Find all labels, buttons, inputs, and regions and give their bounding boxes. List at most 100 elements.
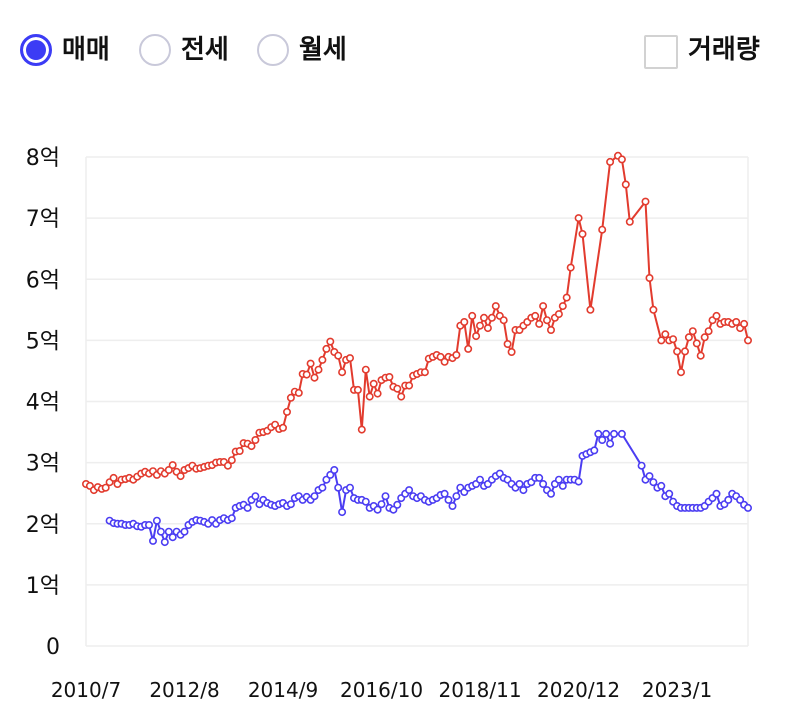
- data-point: [460, 487, 469, 496]
- data-point: [416, 492, 425, 501]
- data-point: [286, 393, 295, 402]
- data-point: [247, 442, 256, 451]
- data-point: [732, 317, 741, 326]
- radio-label-jeonse[interactable]: 전세: [181, 35, 229, 65]
- data-point: [397, 392, 406, 401]
- data-point: [440, 357, 449, 366]
- data-point: [475, 475, 484, 484]
- data-point: [176, 472, 185, 481]
- data-point: [606, 439, 615, 448]
- volume-checkbox[interactable]: [644, 35, 678, 69]
- data-point: [310, 373, 319, 382]
- data-point: [641, 475, 650, 484]
- data-point: [724, 495, 733, 504]
- data-point: [326, 470, 335, 479]
- data-point: [428, 495, 437, 504]
- data-point: [401, 381, 410, 390]
- data-point: [180, 465, 189, 474]
- data-point: [539, 479, 548, 488]
- series-line-1: [85, 154, 749, 492]
- data-point: [227, 456, 236, 465]
- data-point: [704, 327, 713, 336]
- data-point: [669, 497, 678, 506]
- data-point: [688, 327, 697, 336]
- data-point: [424, 354, 433, 363]
- data-point: [231, 447, 240, 456]
- data-point: [527, 313, 536, 322]
- data-point: [129, 475, 138, 484]
- data-point: [105, 478, 114, 487]
- y-tick-label: 2억: [26, 513, 60, 538]
- data-point: [109, 473, 118, 482]
- data-point: [562, 475, 571, 484]
- data-point: [389, 382, 398, 391]
- data-point: [243, 439, 252, 448]
- data-point: [275, 424, 284, 433]
- data-point: [479, 313, 488, 322]
- data-point: [708, 494, 717, 503]
- data-point: [507, 479, 516, 488]
- data-point: [531, 473, 540, 482]
- data-point: [736, 495, 745, 504]
- data-point: [377, 376, 386, 385]
- data-point: [294, 388, 303, 397]
- volume-checkbox-label[interactable]: 거래량: [688, 35, 760, 65]
- data-point: [223, 516, 232, 525]
- data-point: [665, 336, 674, 345]
- data-point: [673, 347, 682, 356]
- data-point: [566, 263, 575, 272]
- data-point: [720, 317, 729, 326]
- data-point: [263, 426, 272, 435]
- data-point: [558, 481, 567, 490]
- radio-label-sale[interactable]: 매매: [62, 35, 110, 65]
- data-point: [298, 495, 307, 504]
- data-point: [251, 492, 260, 501]
- data-point: [152, 470, 161, 479]
- data-point: [432, 494, 441, 503]
- data-point: [149, 467, 158, 476]
- data-point: [349, 385, 358, 394]
- data-point: [326, 337, 335, 346]
- data-point: [105, 516, 114, 525]
- radio-monthly-rent-icon[interactable]: [257, 34, 289, 66]
- data-point: [168, 461, 177, 470]
- data-point: [345, 354, 354, 363]
- data-point: [511, 483, 520, 492]
- data-point: [523, 317, 532, 326]
- data-point: [468, 481, 477, 490]
- radio-sale-icon[interactable]: [20, 34, 52, 66]
- data-point: [200, 517, 209, 526]
- x-tick-label: 2016/10: [340, 678, 423, 702]
- data-point: [594, 429, 603, 438]
- data-point: [302, 370, 311, 379]
- data-point: [684, 333, 693, 342]
- data-point: [353, 495, 362, 504]
- data-point: [527, 478, 536, 487]
- data-point: [740, 319, 749, 328]
- data-point: [255, 428, 264, 437]
- data-point: [582, 450, 591, 459]
- data-point: [113, 479, 122, 488]
- data-point: [314, 365, 323, 374]
- data-point: [278, 423, 287, 432]
- data-point: [239, 439, 248, 448]
- data-point: [657, 336, 666, 345]
- data-point: [743, 503, 752, 512]
- data-point: [160, 538, 169, 547]
- data-point: [598, 435, 607, 444]
- data-point: [405, 381, 414, 390]
- data-point: [673, 501, 682, 510]
- x-tick-label: 2014/9: [248, 678, 318, 702]
- data-point: [412, 369, 421, 378]
- data-point: [586, 305, 595, 314]
- data-point: [247, 495, 256, 504]
- data-point: [503, 475, 512, 484]
- radio-label-monthly-rent[interactable]: 월세: [299, 35, 347, 65]
- x-tick-label: 2018/11: [439, 678, 522, 702]
- data-point: [542, 316, 551, 325]
- radio-jeonse-icon[interactable]: [139, 34, 171, 66]
- y-tick-label: 7억: [26, 207, 60, 232]
- data-point: [381, 373, 390, 382]
- data-point: [204, 519, 213, 528]
- data-point: [412, 494, 421, 503]
